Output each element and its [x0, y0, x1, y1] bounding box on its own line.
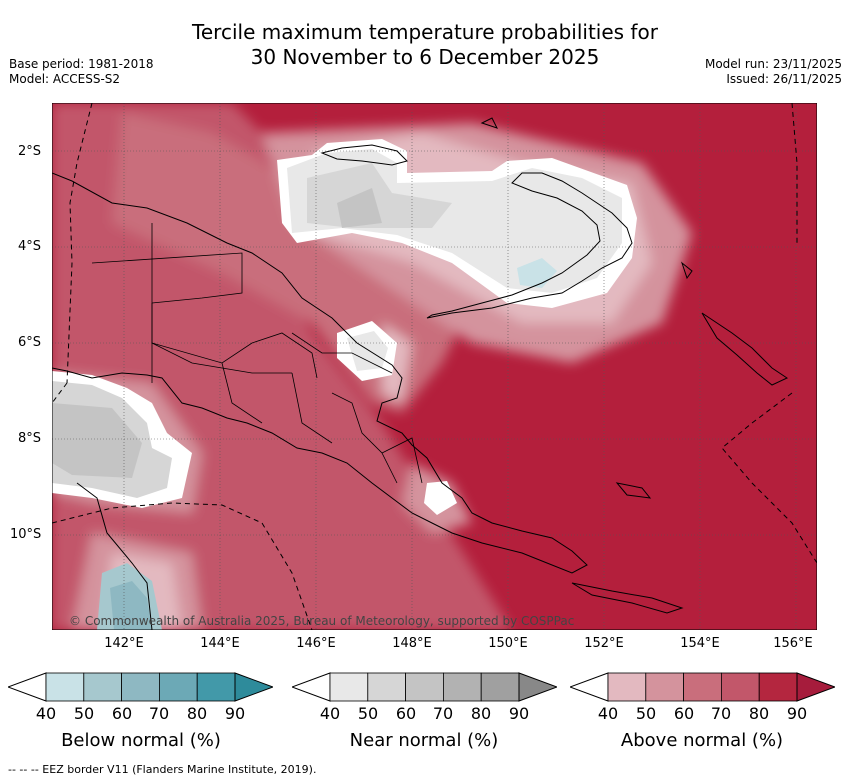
colorbar-tick: 50: [635, 704, 657, 723]
copyright-text: © Commonwealth of Australia 2025, Bureau…: [69, 614, 575, 628]
colorbar-label-above: Above normal (%): [620, 730, 784, 751]
colorbar-near-normal: [292, 672, 557, 702]
colorbar-tick: 90: [508, 704, 530, 723]
colorbar-tick: 70: [432, 704, 454, 723]
colorbar-segment: [645, 672, 685, 702]
colorbar-under-arrow: [292, 672, 331, 702]
map-title: Tercile maximum temperature probabilitie…: [0, 20, 850, 70]
colorbar-segment: [442, 672, 482, 702]
colorbar-segment: [158, 672, 198, 702]
colorbar-under-arrow: [570, 672, 609, 702]
eez-footnote: -- -- -- EEZ border V11 (Flanders Marine…: [8, 763, 317, 776]
model-run-text: Model run: 23/11/2025: [704, 57, 842, 71]
lon-tick: 146°E: [296, 636, 336, 651]
colorbar-segment: [45, 672, 85, 702]
colorbar-below-normal: [8, 672, 273, 702]
colorbar-segment: [607, 672, 647, 702]
colorbar-tick: 50: [357, 704, 379, 723]
title-line-1: Tercile maximum temperature probabilitie…: [192, 20, 658, 44]
near-normal-grey-5: [52, 403, 142, 478]
colorbar-tick: 40: [35, 704, 57, 723]
colorbar-segments: [292, 672, 557, 702]
probability-map: [52, 103, 817, 630]
lon-tick: 142°E: [104, 636, 144, 651]
colorbar-above-normal: [570, 672, 835, 702]
colorbar-tick: 60: [673, 704, 695, 723]
colorbar-segment: [329, 672, 369, 702]
colorbar-tick: 70: [148, 704, 170, 723]
near-normal-white-4: [424, 481, 457, 515]
colorbar-tick: 90: [786, 704, 808, 723]
coastlines: [52, 117, 789, 630]
lat-tick: 10°S: [10, 527, 42, 542]
model-text: Model: ACCESS-S2: [9, 72, 121, 86]
eez-borders: [52, 103, 817, 630]
colorbar-tick: 60: [395, 704, 417, 723]
colorbar-tick: 80: [748, 704, 770, 723]
base-period-text: Base period: 1981-2018: [9, 57, 154, 71]
lon-tick: 156°E: [773, 636, 813, 651]
lon-tick: 144°E: [200, 636, 240, 651]
lon-tick: 150°E: [488, 636, 528, 651]
colorbar-label-near: Near normal (%): [349, 730, 499, 751]
lat-tick: 6°S: [18, 335, 42, 350]
below-normal-patch-3: [110, 581, 152, 630]
near-normal-grey-6: [347, 331, 388, 371]
colorbar-segment: [480, 672, 520, 702]
lon-tick: 148°E: [392, 636, 432, 651]
colorbar-segment: [83, 672, 123, 702]
gridlines: [52, 103, 817, 630]
colorbar-under-arrow: [8, 672, 47, 702]
colorbar-segment: [683, 672, 722, 702]
colorbar-tick: 90: [224, 704, 246, 723]
colorbar-tick: 70: [710, 704, 732, 723]
colorbar-segments: [8, 672, 273, 702]
lon-tick: 152°E: [584, 636, 624, 651]
colorbar-segment: [405, 672, 444, 702]
colorbar-over-arrow: [796, 672, 835, 702]
colorbar-over-arrow: [518, 672, 557, 702]
title-line-2: 30 November to 6 December 2025: [250, 45, 600, 69]
colorbar-tick: 40: [597, 704, 619, 723]
colorbar-over-arrow: [234, 672, 273, 702]
colorbar-tick: 80: [186, 704, 208, 723]
colorbar-tick: 40: [319, 704, 341, 723]
colorbar-tick: 80: [470, 704, 492, 723]
colorbar-segment: [196, 672, 236, 702]
colorbar-segment: [758, 672, 798, 702]
model-info: Base period: 1981-2018 Model: ACCESS-S2: [9, 57, 154, 87]
colorbar-tick: 50: [73, 704, 95, 723]
issued-text: Issued: 26/11/2025: [726, 72, 842, 86]
colorbar-label-below: Below normal (%): [61, 730, 221, 751]
province-borders: [91, 223, 423, 484]
colorbar-segment: [121, 672, 160, 702]
near-normal-grey-3: [337, 188, 382, 228]
lon-tick: 154°E: [680, 636, 720, 651]
lat-tick: 8°S: [18, 431, 42, 446]
lat-tick: 4°S: [18, 239, 42, 254]
run-info: Model run: 23/11/2025 Issued: 26/11/2025: [705, 57, 842, 87]
colorbar-segment: [720, 672, 760, 702]
colorbar-tick: 60: [111, 704, 133, 723]
lat-tick: 2°S: [18, 144, 42, 159]
colorbar-segment: [367, 672, 407, 702]
colorbar-segments: [570, 672, 835, 702]
